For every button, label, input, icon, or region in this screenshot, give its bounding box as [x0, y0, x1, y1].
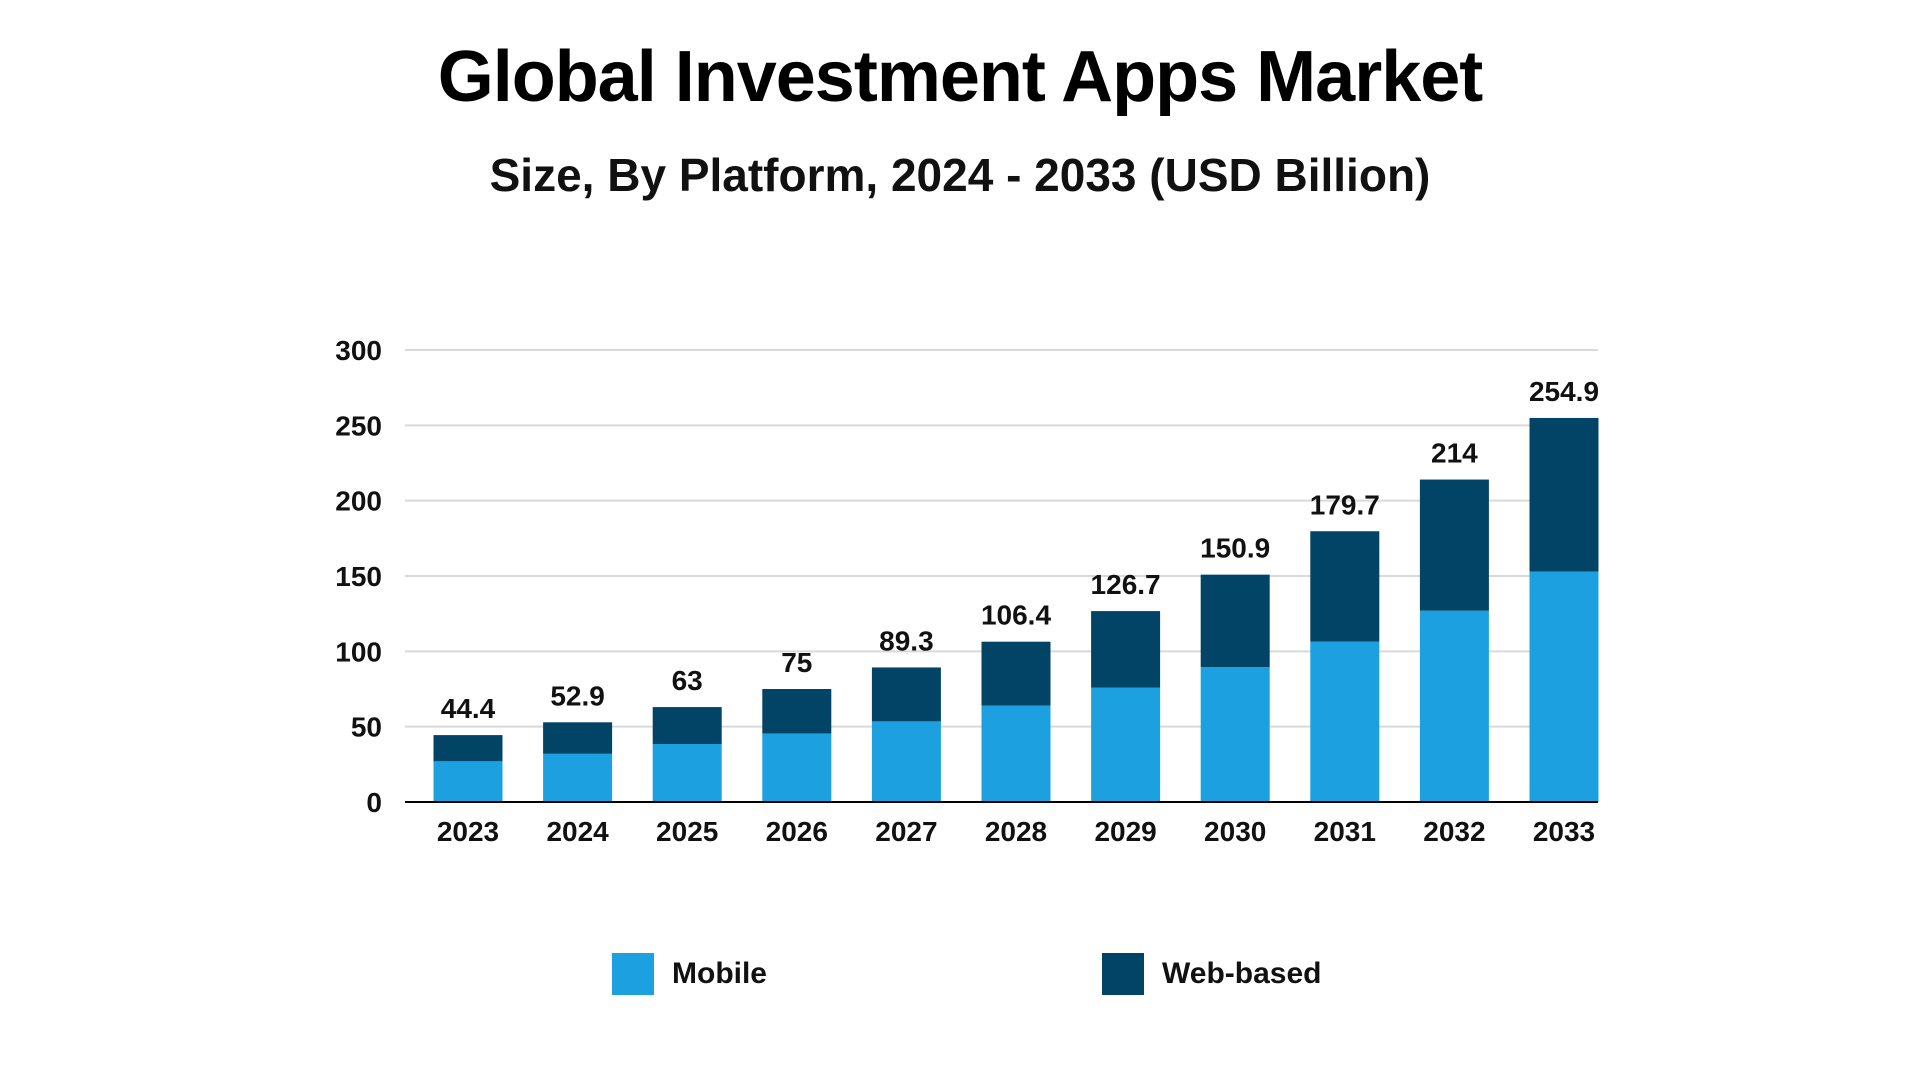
x-axis-ticks: 2023 2024 2025 2026 2027 2028 2029 2030 2031 2032…: [437, 816, 1595, 847]
x-tick-label-2030: 2030: [1204, 816, 1266, 847]
bar-web-based-2028: [981, 641, 1051, 706]
bar-mobile-2033: [1529, 571, 1599, 802]
y-tick-label-200: 200: [335, 486, 382, 517]
value-label-2029: 126.7: [1091, 569, 1161, 600]
value-label-2027: 89.3: [879, 625, 934, 656]
x-tick-label-2031: 2031: [1314, 816, 1376, 847]
bar-mobile-2032: [1419, 610, 1489, 802]
value-label-2026: 75: [781, 647, 812, 678]
bar-mobile-2027: [871, 721, 941, 802]
x-tick-label-2026: 2026: [766, 816, 828, 847]
y-tick-label-300: 300: [335, 335, 382, 366]
x-tick-label-2033: 2033: [1533, 816, 1595, 847]
y-tick-label-250: 250: [335, 410, 382, 441]
bar-web-based-2027: [871, 667, 941, 722]
legend-label-web-based: Web-based: [1162, 957, 1322, 990]
x-tick-label-2029: 2029: [1094, 816, 1156, 847]
bar-web-based-2029: [1091, 611, 1161, 688]
bar-mobile-2025: [652, 743, 722, 802]
bar-web-based-2033: [1529, 417, 1599, 572]
bar-mobile-2028: [981, 705, 1051, 802]
bar-mobile-2024: [543, 753, 613, 802]
bar-web-based-2023: [433, 735, 503, 762]
y-axis-ticks: 0 50 100 150 200 250 300: [335, 335, 382, 818]
y-tick-label-150: 150: [335, 561, 382, 592]
value-labels: 44.4 52.9 63 75 89.3 106.4 126.7 150.9 179.7 214 2…: [441, 376, 1599, 724]
chart-title: Global Investment Apps Market: [437, 37, 1484, 117]
y-tick-label-100: 100: [335, 636, 382, 667]
value-label-2032: 214: [1431, 438, 1478, 469]
y-tick-label-50: 50: [351, 712, 382, 743]
bar-mobile-2023: [433, 761, 503, 802]
legend-item-mobile: Mobile: [612, 952, 767, 996]
legend-item-web-based: Web-based: [1102, 952, 1321, 996]
legend-label-mobile: Mobile: [672, 957, 767, 990]
bars: [433, 417, 1599, 802]
bar-mobile-2026: [762, 733, 832, 802]
value-label-2030: 150.9: [1200, 533, 1270, 564]
bar-web-based-2026: [762, 689, 832, 734]
bar-web-based-2031: [1310, 531, 1380, 642]
bar-mobile-2029: [1091, 687, 1161, 802]
bar-mobile-2030: [1200, 667, 1270, 802]
value-label-2031: 179.7: [1310, 489, 1380, 520]
x-tick-label-2028: 2028: [985, 816, 1047, 847]
bar-web-based-2024: [543, 722, 613, 754]
bar-mobile-2031: [1310, 641, 1380, 802]
value-label-2033: 254.9: [1529, 376, 1599, 407]
legend-swatch-mobile: [612, 953, 654, 995]
value-label-2025: 63: [672, 665, 703, 696]
bar-web-based-2025: [652, 707, 722, 744]
x-tick-label-2025: 2025: [656, 816, 718, 847]
x-tick-label-2027: 2027: [875, 816, 937, 847]
legend-swatch-web-based: [1102, 953, 1144, 995]
chart-subtitle: Size, By Platform, 2024 - 2033 (USD Bill…: [489, 149, 1431, 201]
x-tick-label-2023: 2023: [437, 816, 499, 847]
value-label-2028: 106.4: [981, 600, 1051, 631]
bar-web-based-2032: [1419, 479, 1489, 611]
value-label-2023: 44.4: [441, 693, 496, 724]
value-label-2024: 52.9: [550, 680, 605, 711]
y-tick-label-0: 0: [366, 787, 382, 818]
x-tick-label-2032: 2032: [1423, 816, 1485, 847]
bar-web-based-2030: [1200, 574, 1270, 668]
x-tick-label-2024: 2024: [546, 816, 609, 847]
